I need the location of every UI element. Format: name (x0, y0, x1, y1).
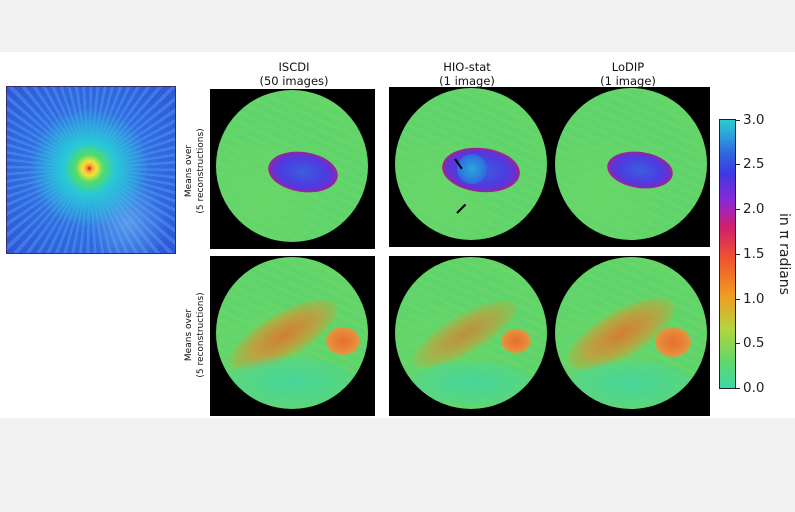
phase-disk (555, 257, 707, 409)
colorbar-tick-label: 0.0 (743, 380, 765, 396)
colorbar-tick-label: 3.0 (743, 112, 765, 128)
colorbar-tick-label: 1.5 (743, 246, 765, 262)
panel-iscdi-bottom (210, 256, 375, 416)
phase-blob-core (457, 154, 487, 184)
column-title-lodip: LoDIP (1 image) (558, 60, 698, 88)
column-name: LoDIP (611, 60, 645, 74)
phase-spot (326, 327, 360, 355)
diffraction-pattern-image (6, 86, 176, 254)
phase-disk (555, 88, 707, 240)
row-label-bottom: Means over (5 reconstructions) (183, 260, 209, 410)
column-subtitle: (1 image) (600, 74, 656, 88)
row-label-top: Means over (5 reconstructions) (183, 96, 209, 246)
phase-disk (216, 257, 368, 409)
column-subtitle: (1 image) (439, 74, 495, 88)
column-title-iscdi: ISCDI (50 images) (224, 60, 364, 88)
phase-disk (395, 88, 547, 240)
colorbar-tick-label: 1.0 (743, 291, 765, 307)
row-label-line1: Means over (184, 308, 194, 362)
panel-iscdi-top (210, 89, 375, 249)
colorbar-tick (736, 254, 740, 255)
phase-blob (604, 147, 676, 193)
phase-patch (409, 361, 533, 405)
colorbar-tick-label: 0.5 (743, 335, 765, 351)
colorbar-tick (736, 209, 740, 210)
phase-spot (655, 327, 691, 357)
colorbar-tick-label: 2.0 (743, 201, 765, 217)
colorbar-tick (736, 120, 740, 121)
row-label-line2: (5 reconstructions) (196, 128, 206, 214)
column-title-hio-stat: HIO-stat (1 image) (397, 60, 537, 88)
phase-patch (565, 361, 693, 407)
column-name: HIO-stat (443, 60, 491, 74)
phase-disk (216, 90, 368, 242)
colorbar-tick (736, 164, 740, 165)
colorbar-tick (736, 388, 740, 389)
row-label-line2: (5 reconstructions) (196, 292, 206, 378)
colorbar-tick-label: 2.5 (743, 156, 765, 172)
phase-blob (265, 147, 341, 197)
colorbar-tick (736, 299, 740, 300)
row-label-line1: Means over (184, 144, 194, 198)
panel-hio-stat-bottom (389, 256, 553, 416)
panel-hio-stat-top (389, 87, 553, 247)
phase-patch (226, 357, 356, 407)
panel-lodip-top (553, 87, 710, 247)
phase-disk (395, 257, 547, 409)
column-name: ISCDI (278, 60, 310, 74)
phase-spot (501, 329, 531, 353)
colorbar (719, 119, 736, 389)
panel-lodip-bottom (553, 256, 710, 416)
colorbar-axis-label: in π radians (776, 213, 792, 295)
colorbar-tick (736, 343, 740, 344)
column-subtitle: (50 images) (259, 74, 329, 88)
